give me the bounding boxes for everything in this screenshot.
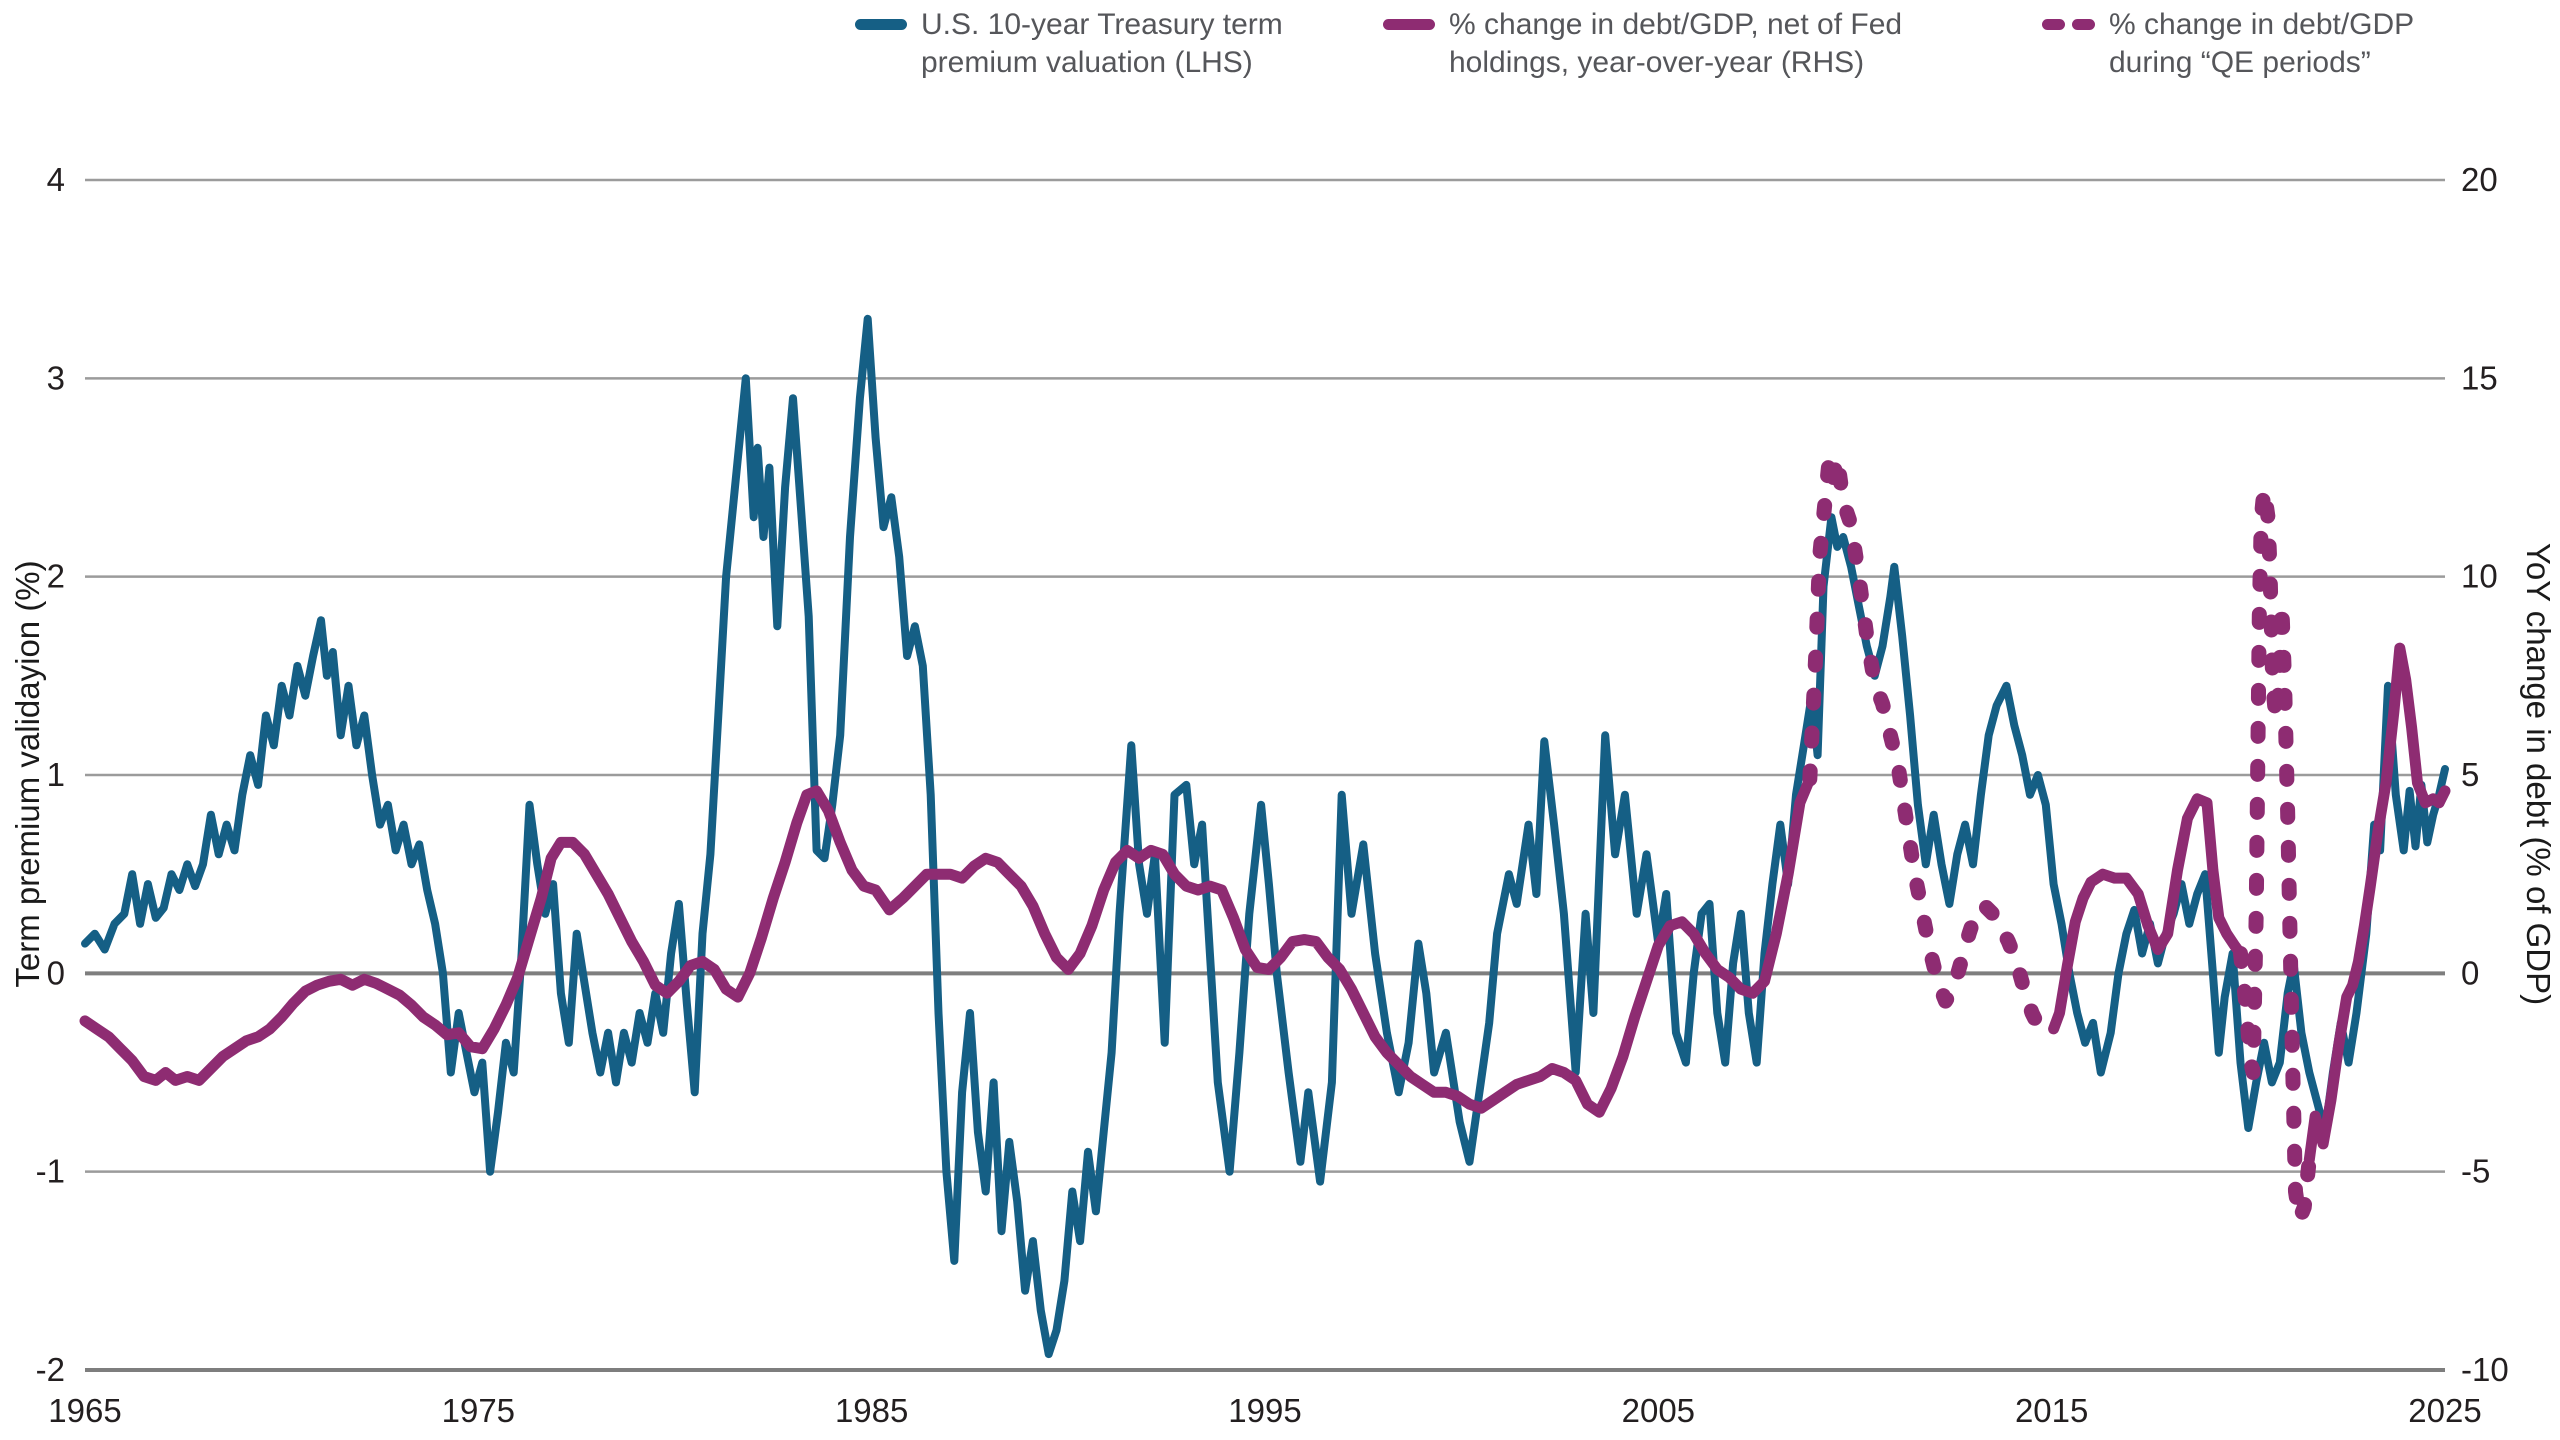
right-axis-tick-label: 20 (2461, 161, 2498, 198)
x-axis-tick-label: 1975 (442, 1392, 515, 1429)
x-axis-tick-label: 1985 (835, 1392, 908, 1429)
legend-label-line: holdings, year-over-year (RHS) (1449, 46, 1865, 79)
legend-label-line: during “QE periods” (2109, 46, 2371, 79)
x-axis-tick-label: 1995 (1228, 1392, 1301, 1429)
series-debt-gdp-line (2048, 793, 2246, 1035)
legend-item-debt-gdp-change: % change in debt/GDP, net of Fed holding… (1383, 6, 1902, 82)
right-axis-tick-label: 0 (2461, 954, 2479, 991)
legend-label-line: % change in debt/GDP, net of Fed (1449, 8, 1903, 41)
left-axis-title: Term premium validayion (%) (9, 560, 46, 988)
legend-label-line: U.S. 10-year Treasury term (921, 8, 1283, 41)
chart-legend: U.S. 10-year Treasury term premium valua… (0, 6, 2560, 106)
series-debt-gdp-line (2303, 642, 2451, 1166)
left-axis-tick-label: -1 (36, 1153, 65, 1190)
left-axis-tick-label: 1 (47, 756, 65, 793)
legend-label-line: premium valuation (LHS) (921, 46, 1253, 79)
right-axis-title: YoY change in debt (% of GDP) (2520, 542, 2557, 1006)
legend-item-term-premium: U.S. 10-year Treasury term premium valua… (855, 6, 1283, 82)
left-axis-tick-label: 0 (47, 954, 65, 991)
right-axis-tick-label: 15 (2461, 359, 2498, 396)
series-qe-dashed-line (1802, 450, 2062, 1041)
series-term-premium-line (81, 314, 2449, 1359)
right-axis-tick-label: -10 (2461, 1351, 2509, 1388)
series-debt-gdp-line (79, 773, 1816, 1118)
legend-label-qe-periods: % change in debt/GDP during “QE periods” (2109, 6, 2414, 82)
series-qe-dashed-line (2233, 481, 2317, 1227)
x-axis-tick-label: 2015 (2015, 1392, 2088, 1429)
left-axis-tick-label: -2 (36, 1351, 65, 1388)
right-axis-tick-label: 10 (2461, 558, 2498, 595)
x-axis-tick-label: 2005 (1622, 1392, 1695, 1429)
x-axis-tick-label: 2025 (2408, 1392, 2481, 1429)
purple-dashed-swatch-icon (2042, 19, 2095, 30)
legend-label-line: % change in debt/GDP (2109, 8, 2415, 41)
x-axis-tick-label: 1965 (48, 1392, 121, 1429)
legend-label-debt-gdp-change: % change in debt/GDP, net of Fed holding… (1449, 6, 1902, 82)
left-axis-tick-label: 3 (47, 359, 65, 396)
blue-line-swatch-icon (855, 19, 907, 30)
legend-item-qe-periods: % change in debt/GDP during “QE periods” (2042, 6, 2414, 82)
right-axis-tick-label: -5 (2461, 1153, 2490, 1190)
legend-label-term-premium: U.S. 10-year Treasury term premium valua… (921, 6, 1283, 82)
purple-line-swatch-icon (1383, 19, 1435, 30)
right-axis-tick-label: 5 (2461, 756, 2479, 793)
left-axis-tick-label: 2 (47, 558, 65, 595)
left-axis-tick-label: 4 (47, 161, 65, 198)
